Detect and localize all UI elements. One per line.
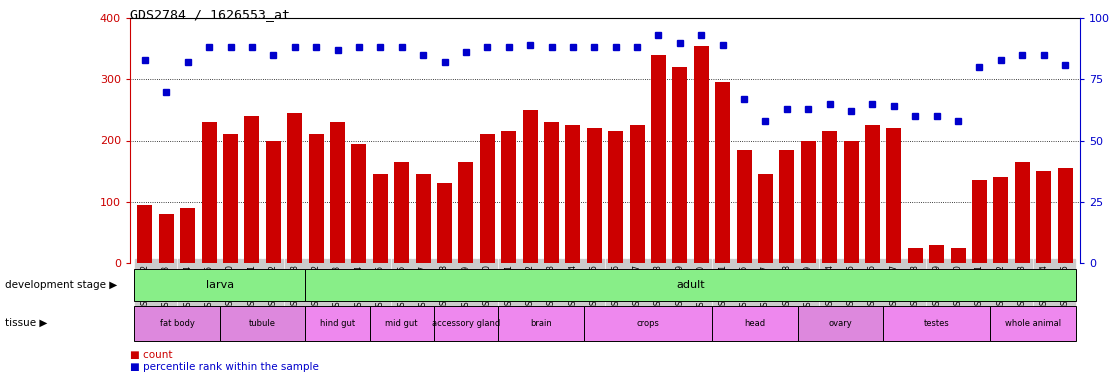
Text: tubule: tubule [249,319,276,328]
Bar [287,113,302,263]
Text: crops: crops [636,319,660,328]
Bar [673,67,687,263]
Bar [480,134,494,263]
Bar [758,174,773,263]
Bar [865,125,879,263]
Bar [415,174,431,263]
Text: brain: brain [530,319,551,328]
Text: head: head [744,319,766,328]
Bar [394,162,410,263]
Bar [501,131,517,263]
Bar [801,141,816,263]
Bar [715,82,730,263]
Bar [223,134,238,263]
Bar [779,150,795,263]
Bar [712,306,798,341]
Bar [608,131,623,263]
Bar [907,248,923,263]
Bar [883,306,990,341]
Text: GDS2784 / 1626553_at: GDS2784 / 1626553_at [129,8,290,21]
Bar [822,131,837,263]
Text: adult: adult [676,280,705,290]
Bar [886,128,902,263]
Bar [330,122,345,263]
Bar [990,306,1076,341]
Text: ■ percentile rank within the sample: ■ percentile rank within the sample [129,362,319,372]
Bar [306,306,369,341]
Bar [134,269,306,301]
Bar [437,184,452,263]
Bar [244,116,259,263]
Text: mid gut: mid gut [385,319,418,328]
Text: whole animal: whole animal [1004,319,1061,328]
Text: fat body: fat body [160,319,194,328]
Bar [352,144,366,263]
Text: ■ count: ■ count [129,350,173,360]
Bar [951,248,965,263]
Text: development stage ▶: development stage ▶ [4,280,117,290]
Bar [543,122,559,263]
Bar [587,128,602,263]
Bar [498,306,584,341]
Bar [309,134,324,263]
Bar [137,205,153,263]
Bar [373,174,388,263]
Bar [202,122,217,263]
Text: hind gut: hind gut [320,319,355,328]
Bar [798,306,883,341]
Bar [181,208,195,263]
Bar [306,269,1076,301]
Bar [369,306,434,341]
Bar [459,162,473,263]
Bar [694,46,709,263]
Bar [1036,171,1051,263]
Text: larva: larva [205,280,234,290]
Bar [737,150,751,263]
Bar [844,141,858,263]
Bar [220,306,306,341]
Bar [522,110,538,263]
Text: ovary: ovary [828,319,853,328]
Text: accessory gland: accessory gland [432,319,500,328]
Bar [1014,162,1030,263]
Text: testes: testes [924,319,950,328]
Bar [993,177,1009,263]
Bar [134,306,220,341]
Bar [629,125,645,263]
Bar [158,214,174,263]
Bar [266,141,281,263]
Bar [651,55,666,263]
Bar [1058,168,1072,263]
Text: tissue ▶: tissue ▶ [4,318,47,328]
Bar [434,306,498,341]
Bar [584,306,712,341]
Bar [566,125,580,263]
Bar [972,180,987,263]
Bar [930,245,944,263]
